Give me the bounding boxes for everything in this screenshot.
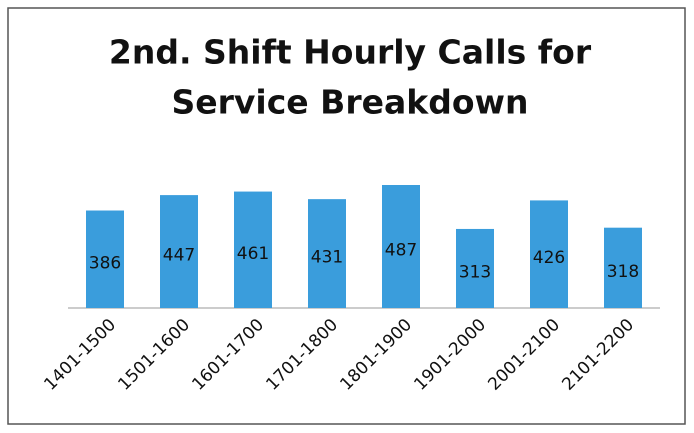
data-label: 386 <box>89 253 121 273</box>
bar <box>234 191 272 308</box>
bar <box>456 228 494 308</box>
bar <box>308 199 346 308</box>
bar <box>160 195 198 308</box>
bar <box>604 227 642 308</box>
data-label: 447 <box>163 246 195 266</box>
data-label: 487 <box>385 241 417 261</box>
bar <box>86 210 124 308</box>
chart-title: Service Breakdown <box>172 83 529 122</box>
data-label: 431 <box>311 248 343 268</box>
data-label: 426 <box>533 248 565 268</box>
data-label: 318 <box>607 262 639 282</box>
bar <box>530 200 568 308</box>
chart-title: 2nd. Shift Hourly Calls for <box>109 33 592 72</box>
bar <box>382 185 420 308</box>
data-label: 313 <box>459 262 491 282</box>
data-label: 461 <box>237 244 269 264</box>
